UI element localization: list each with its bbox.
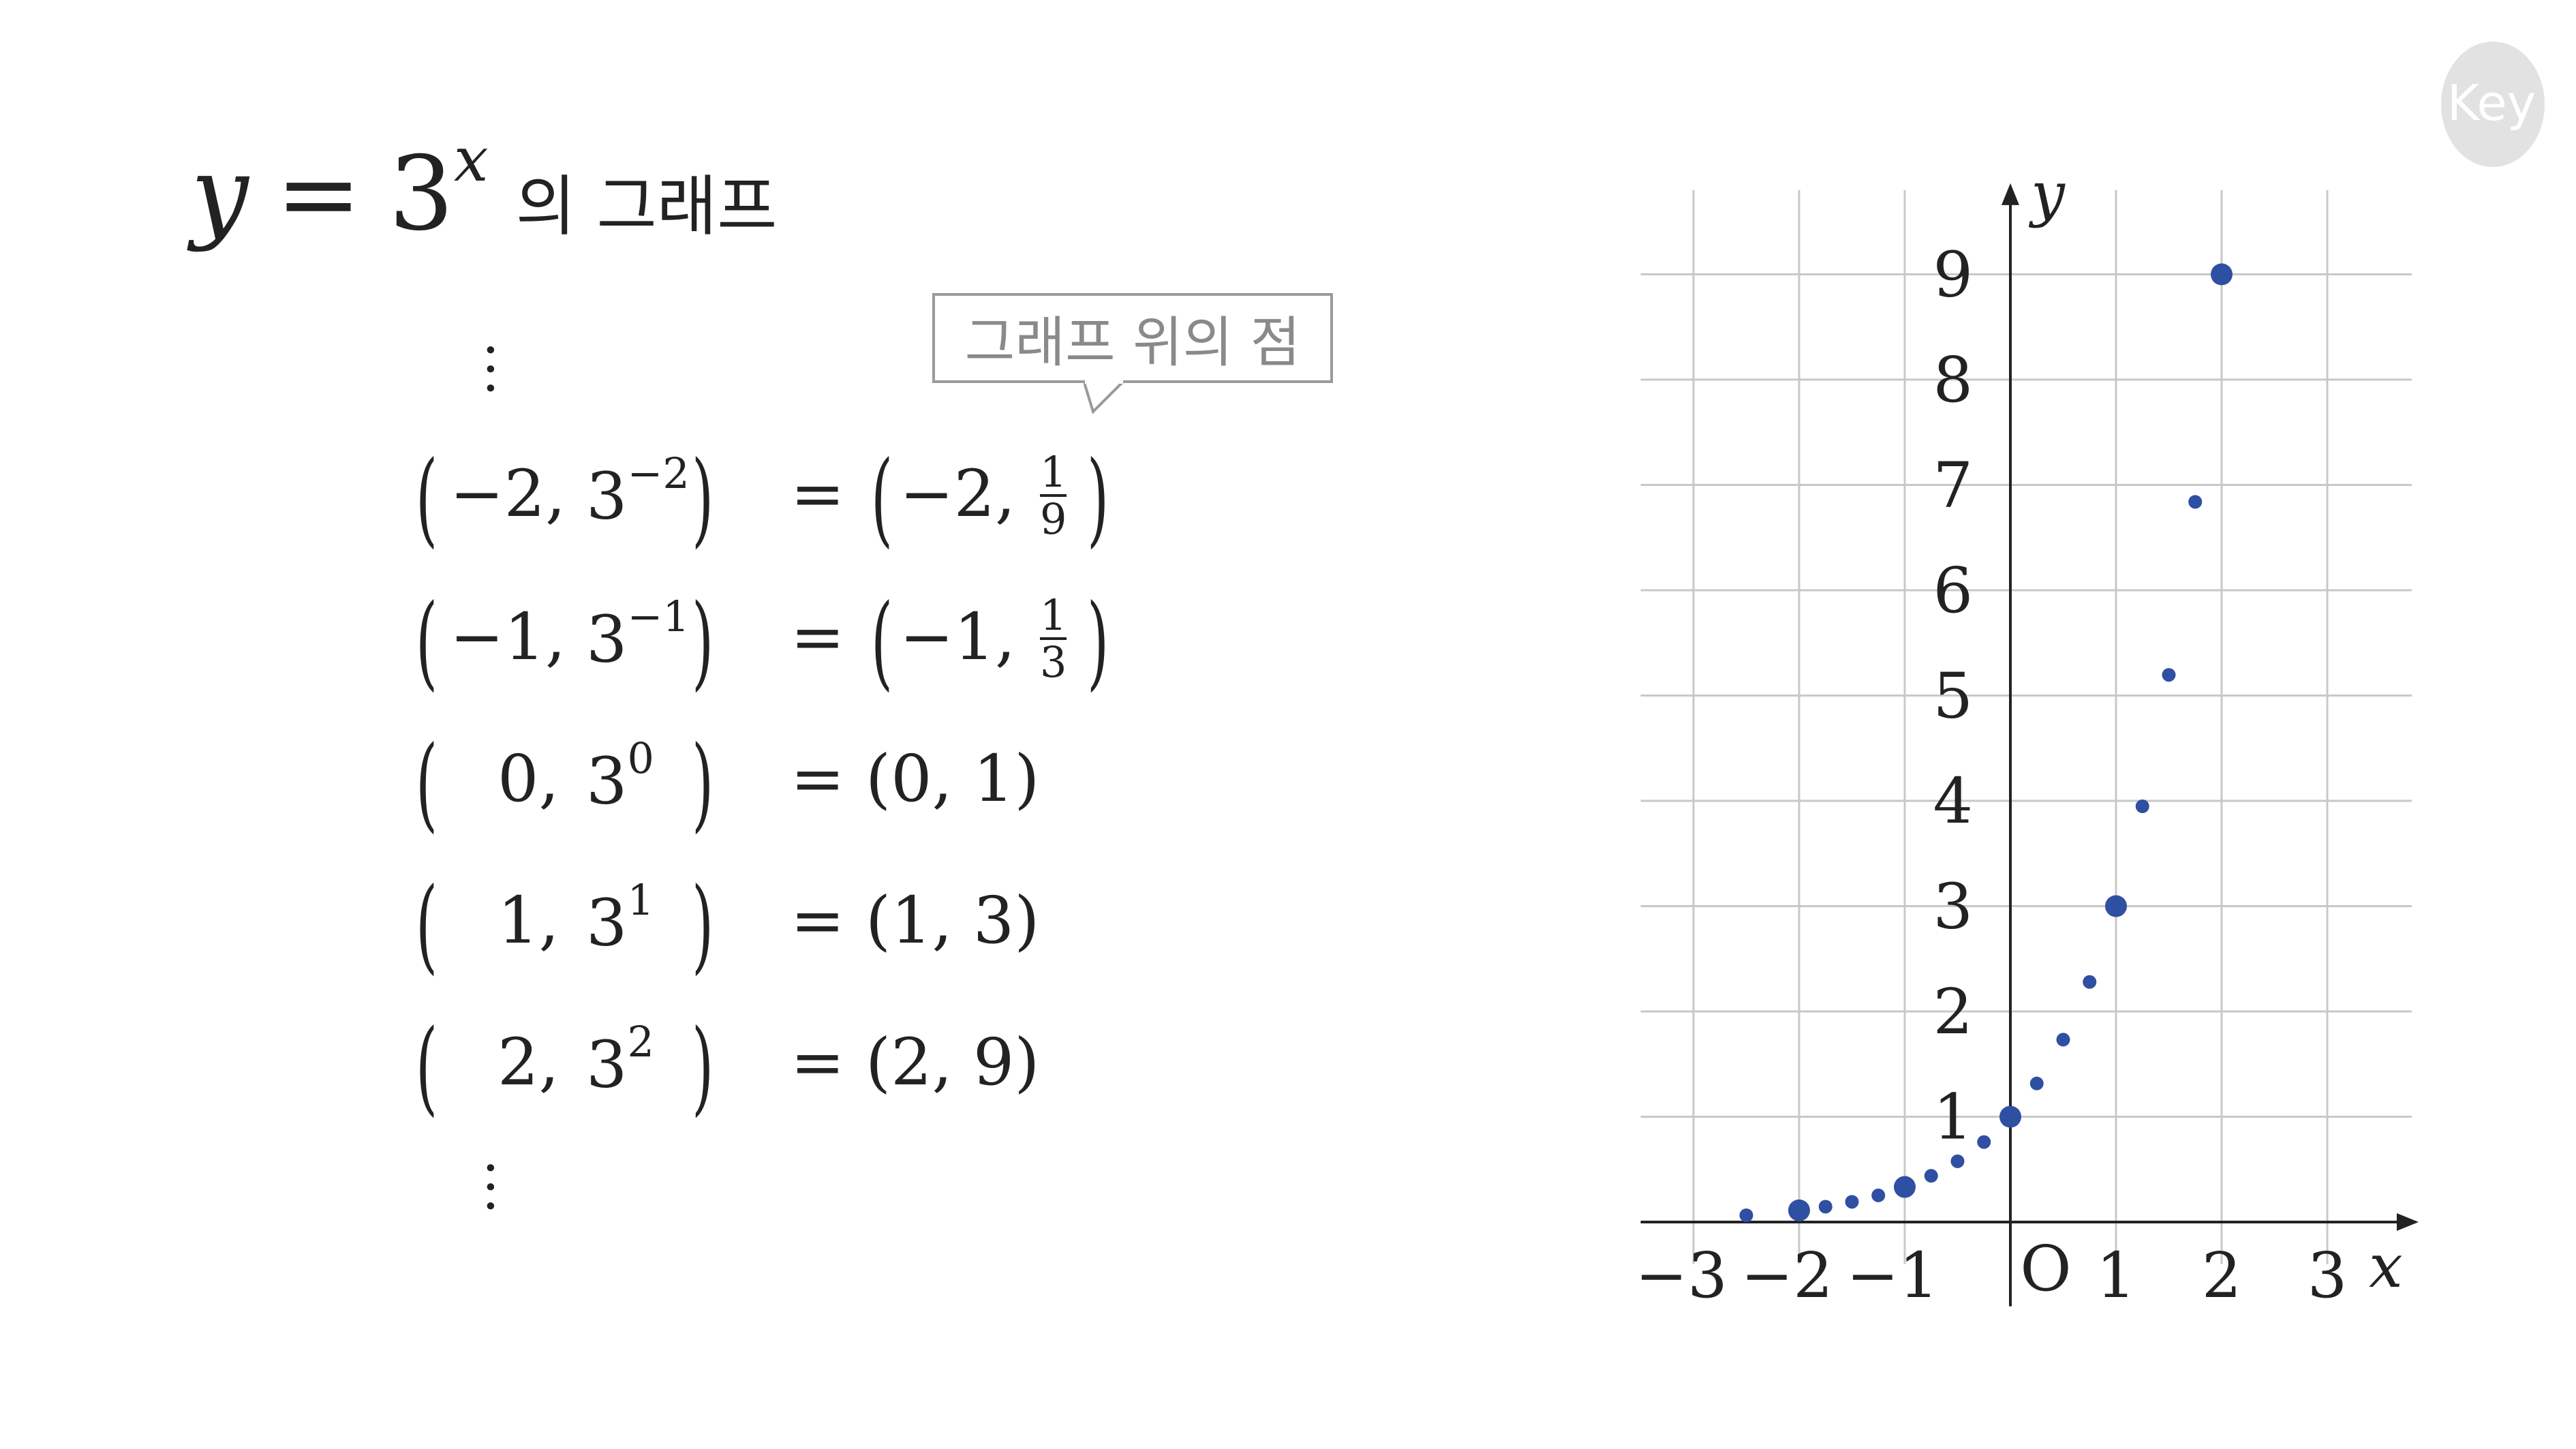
close-paren: ) — [1087, 440, 1109, 558]
close-paren: ) — [692, 724, 714, 843]
equals-sign: = — [791, 457, 845, 532]
result-point: (0, 1) — [865, 742, 1040, 817]
row-x: 0, — [497, 742, 559, 817]
y-tick-label: 2 — [1933, 975, 1973, 1048]
row-x: 2, — [497, 1025, 559, 1100]
y-tick-label: 1 — [1933, 1081, 1973, 1154]
row-power: 3−1 — [586, 592, 690, 677]
close-paren: ) — [1087, 583, 1109, 701]
open-paren: ( — [416, 440, 438, 558]
y-axis-label: y — [2028, 159, 2066, 229]
sample-point — [1977, 1135, 1991, 1149]
y-axis-arrow — [2002, 183, 2019, 205]
row-power: 32 — [586, 1017, 654, 1103]
result-x: −1, — [900, 600, 1016, 675]
sample-point — [1739, 1208, 1753, 1223]
close-paren: ) — [692, 1008, 714, 1127]
row-power: 31 — [586, 875, 654, 961]
origin-label: O — [2020, 1232, 2071, 1305]
title-base: 3 — [388, 135, 454, 254]
x-tick-label: 1 — [2096, 1239, 2136, 1312]
sample-point — [2083, 975, 2097, 989]
callout-bubble: 그래프 위의 점 — [932, 293, 1333, 383]
open-paren: ( — [871, 583, 893, 701]
equals-sign: = — [791, 1025, 845, 1100]
highlight-point — [1788, 1199, 1810, 1221]
highlight-point — [2211, 263, 2233, 286]
sample-point — [1950, 1154, 1965, 1168]
open-paren: ( — [416, 866, 438, 985]
highlight-point — [1999, 1105, 2021, 1128]
y-tick-label: 6 — [1933, 554, 1973, 627]
sample-point — [2188, 495, 2203, 509]
row-x: −1, — [450, 600, 566, 675]
key-logo: Key — [2441, 42, 2545, 167]
x-tick-label: 2 — [2202, 1239, 2242, 1312]
y-tick-label: 5 — [1933, 660, 1973, 733]
close-paren: ) — [692, 440, 714, 558]
x-tick-label: −3 — [1635, 1239, 1728, 1312]
open-paren: ( — [871, 440, 893, 558]
sample-point — [2162, 668, 2176, 682]
y-tick-label: 4 — [1933, 765, 1973, 838]
title-suffix: 의 그래프 — [515, 168, 778, 245]
equals-sign: = — [791, 883, 845, 958]
x-axis-label: x — [2369, 1231, 2403, 1301]
callout-tail — [1084, 380, 1126, 414]
title-exponent: x — [453, 124, 489, 196]
sample-point — [1845, 1195, 1859, 1209]
x-tick-label: −1 — [1846, 1239, 1939, 1312]
y-tick-label: 9 — [1933, 239, 1973, 311]
open-paren: ( — [416, 583, 438, 701]
row-x: 1, — [497, 883, 559, 958]
y-tick-label: 8 — [1933, 344, 1973, 416]
sample-point — [1871, 1188, 1886, 1202]
callout-text: 그래프 위의 점 — [964, 311, 1301, 374]
highlight-point — [2105, 895, 2127, 917]
result-point: (1, 3) — [865, 883, 1040, 958]
row-power: 30 — [586, 733, 654, 819]
sample-point — [2056, 1033, 2070, 1047]
highlight-point — [1894, 1176, 1916, 1198]
x-tick-label: −2 — [1741, 1239, 1833, 1312]
x-axis-arrow — [2397, 1213, 2419, 1231]
open-paren: ( — [416, 724, 438, 843]
slide-title: y = 3x의 그래프 — [191, 129, 778, 246]
logo-text: Key — [2447, 74, 2536, 132]
title-eq: = — [275, 135, 362, 254]
title-var: y — [191, 135, 249, 254]
close-paren: ) — [692, 583, 714, 701]
y-tick-label: 7 — [1933, 449, 1973, 522]
sample-point — [1818, 1200, 1833, 1214]
equals-sign: = — [791, 742, 845, 817]
row-x: −2, — [450, 457, 566, 532]
row-power: 3−2 — [586, 448, 690, 534]
equals-sign: = — [791, 600, 845, 675]
sample-point — [1924, 1169, 1938, 1183]
y-tick-label: 3 — [1933, 870, 1973, 943]
close-paren: ) — [692, 866, 714, 985]
title-equation: y = 3x — [191, 129, 489, 254]
sample-point — [2135, 799, 2149, 814]
x-tick-label: 3 — [2307, 1239, 2348, 1312]
result-x: −2, — [900, 457, 1016, 532]
sample-point — [2029, 1076, 2044, 1090]
open-paren: ( — [416, 1008, 438, 1127]
result-point: (2, 9) — [865, 1025, 1040, 1100]
